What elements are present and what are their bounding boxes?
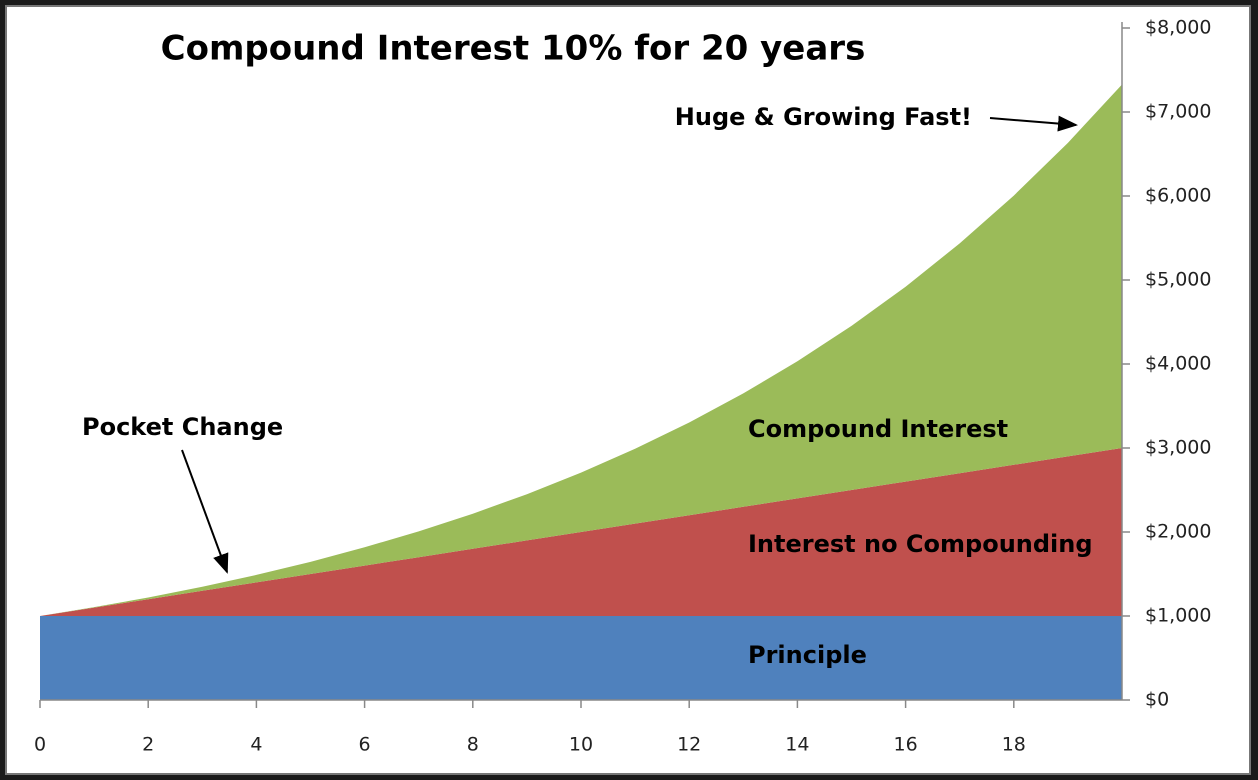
series-label: Principle [748, 641, 867, 669]
x-tick-label: 16 [894, 734, 918, 756]
y-tick-label: $2,000 [1145, 521, 1211, 543]
area [40, 84, 1122, 616]
x-tick-label: 12 [677, 734, 701, 756]
x-tick-label: 6 [359, 734, 371, 756]
y-tick-label: $0 [1145, 689, 1169, 711]
annotation: Pocket Change [82, 413, 283, 441]
y-tick-label: $7,000 [1145, 101, 1211, 123]
x-tick-label: 8 [467, 734, 479, 756]
plot-area [40, 84, 1122, 700]
y-tick-label: $6,000 [1145, 185, 1211, 207]
series-label: Compound Interest [748, 415, 1008, 443]
y-tick-label: $4,000 [1145, 353, 1211, 375]
chart-title: Compound Interest 10% for 20 years [161, 29, 866, 69]
y-tick-label: $1,000 [1145, 605, 1211, 627]
x-tick-label: 2 [142, 734, 154, 756]
y-tick-label: $5,000 [1145, 269, 1211, 291]
x-tick-label: 14 [785, 734, 809, 756]
series-label: Interest no Compounding [748, 530, 1093, 558]
x-tick-label: 10 [569, 734, 593, 756]
x-tick-label: 18 [1002, 734, 1026, 756]
annotation-arrow [181, 449, 229, 574]
annotation-arrow [989, 115, 1078, 132]
area [40, 616, 1122, 700]
x-tick-label: 0 [34, 734, 46, 756]
y-tick-label: $3,000 [1145, 437, 1211, 459]
x-tick-label: 4 [250, 734, 262, 756]
y-tick-label: $8,000 [1145, 17, 1211, 39]
annotation: Huge & Growing Fast! [675, 103, 972, 131]
